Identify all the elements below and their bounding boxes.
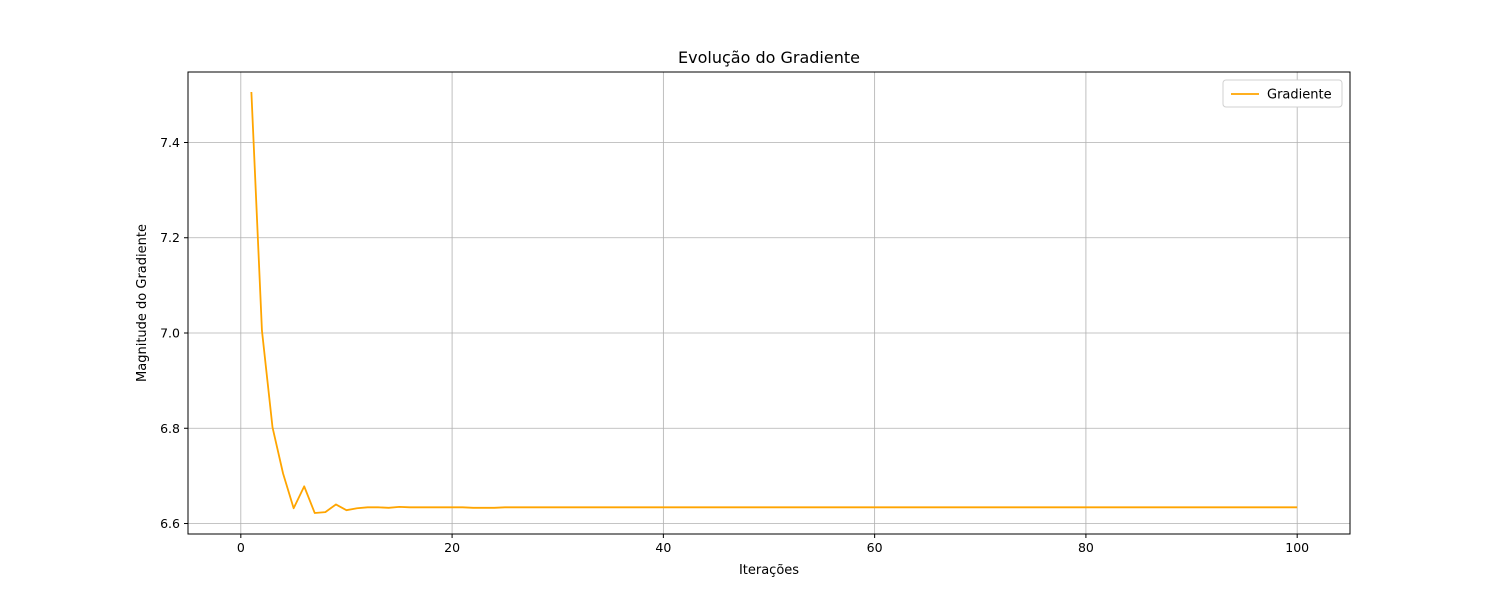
x-tick-label: 20 — [444, 540, 460, 555]
x-tick-label: 80 — [1078, 540, 1094, 555]
grid-lines — [188, 72, 1350, 534]
series-layer — [250, 91, 1298, 514]
x-tick-label: 100 — [1285, 540, 1309, 555]
x-axis-label: Iterações — [739, 563, 799, 578]
plot-frame — [187, 71, 1351, 535]
y-axis-label: Magnitude do Gradiente — [135, 224, 150, 382]
x-tick-label: 0 — [237, 540, 245, 555]
y-axis-ticks: 6.6 6.8 7.0 7.2 7.4 — [160, 135, 188, 531]
x-tick-label: 40 — [655, 540, 671, 555]
legend: Gradiente — [1222, 79, 1343, 108]
y-tick-label: 6.8 — [160, 421, 180, 436]
y-tick-label: 7.2 — [160, 230, 180, 245]
y-tick-label: 7.4 — [160, 135, 180, 150]
x-axis-ticks: 0 20 40 60 80 100 — [237, 534, 1309, 555]
y-tick-label: 7.0 — [160, 326, 180, 341]
chart-title: Evolução do Gradiente — [678, 48, 860, 67]
series-line — [250, 91, 1298, 514]
x-tick-label: 60 — [867, 540, 883, 555]
y-tick-label: 6.6 — [160, 516, 180, 531]
legend-box — [1222, 79, 1343, 108]
legend-label: Gradiente — [1267, 88, 1332, 103]
